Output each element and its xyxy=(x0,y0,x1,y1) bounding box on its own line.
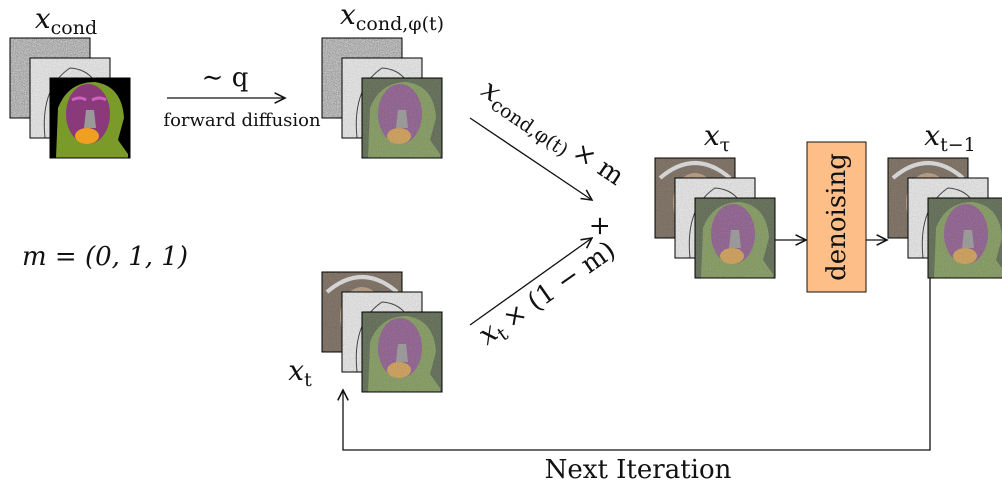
label-part: τ xyxy=(720,134,731,156)
label-part: × m xyxy=(567,136,629,191)
loop-label: Next Iteration xyxy=(545,455,732,485)
forward-label: forward diffusion xyxy=(163,110,321,131)
forward-operator: ∼ q xyxy=(202,63,249,93)
label-part: x xyxy=(924,119,940,152)
denoising-box xyxy=(806,141,867,293)
label-part: x xyxy=(35,2,51,35)
label-part: t xyxy=(304,369,312,391)
loop-arrow xyxy=(343,278,931,451)
label-part: x xyxy=(288,354,304,387)
current-term: xt× (1 − m) xyxy=(472,233,624,355)
noised-condition-label: xcond,φ(t) xyxy=(340,0,444,35)
output-label: xt−1 xyxy=(924,119,975,156)
label-part: x xyxy=(340,0,356,31)
noised-condition-stack xyxy=(322,38,442,158)
current-label: xt xyxy=(288,354,312,391)
merged-label: xτ xyxy=(704,119,730,156)
label-part: cond xyxy=(51,17,97,39)
label-part: cond,φ(t) xyxy=(487,94,573,162)
combine-sign: + xyxy=(585,215,615,237)
arrow xyxy=(469,238,592,326)
merged-stack xyxy=(655,158,775,278)
process-label: denoising xyxy=(822,153,852,281)
label-part: cond,φ(t) xyxy=(356,13,444,35)
current-stack xyxy=(322,272,442,392)
condition-label: xcond xyxy=(35,2,97,39)
condition-stack xyxy=(10,38,132,160)
output-stack xyxy=(888,158,1002,278)
mask-label: m = (0, 1, 1) xyxy=(22,242,188,272)
label-part: × (1 − m) xyxy=(498,235,622,334)
arrow xyxy=(469,117,592,200)
condition-term: xcond,φ(t)× m xyxy=(474,72,631,195)
label-part: x xyxy=(704,119,720,152)
label-part: t−1 xyxy=(940,134,976,156)
